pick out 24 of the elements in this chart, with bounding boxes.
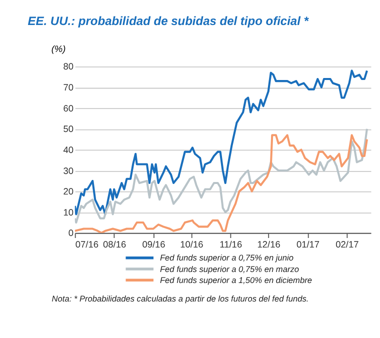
y-tick-label: 0 <box>68 228 74 238</box>
y-tick-label: 80 <box>63 62 74 72</box>
x-tick-label: 10/16 <box>180 239 204 250</box>
y-tick-label: 20 <box>63 186 74 197</box>
x-tick-label: 02/17 <box>336 239 359 250</box>
y-tick-label: 50 <box>63 124 74 134</box>
y-tick-label: 40 <box>63 144 74 155</box>
legend-label: Fed funds superior a 1,50% en diciembre <box>160 274 312 285</box>
y-tick-label: 70 <box>63 82 74 93</box>
y-tick-label: 30 <box>63 166 74 176</box>
chart-title: EE. UU.: probabilidad de subidas del tipo oficial * <box>28 14 310 28</box>
y-tick-label: 60 <box>63 103 74 114</box>
y-axis-title: (%) <box>51 44 66 54</box>
x-tick-label: 01/17 <box>296 239 320 250</box>
legend-label: Fed funds superior a 0,75% en marzo <box>160 264 300 274</box>
x-tick-label: 07/16 <box>75 239 98 250</box>
line-series <box>74 70 368 216</box>
x-tick-label: 09/16 <box>142 239 166 250</box>
x-tick-label: 11/16 <box>220 239 242 250</box>
text: Nota: * Probabilidades calculadas a partir de los futuros del fed funds. <box>52 293 309 304</box>
y-tick-label: 10 <box>63 207 74 218</box>
x-tick-label: 08/16 <box>102 239 126 250</box>
x-tick-label: 12/16 <box>257 239 280 250</box>
legend-label: Fed funds superior a 0,75% en junio <box>160 252 294 263</box>
